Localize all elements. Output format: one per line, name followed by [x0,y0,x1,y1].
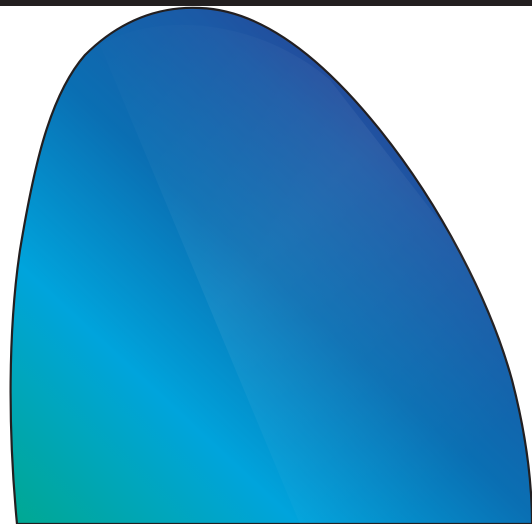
petal-sheen [100,24,532,524]
top-border [0,0,532,6]
